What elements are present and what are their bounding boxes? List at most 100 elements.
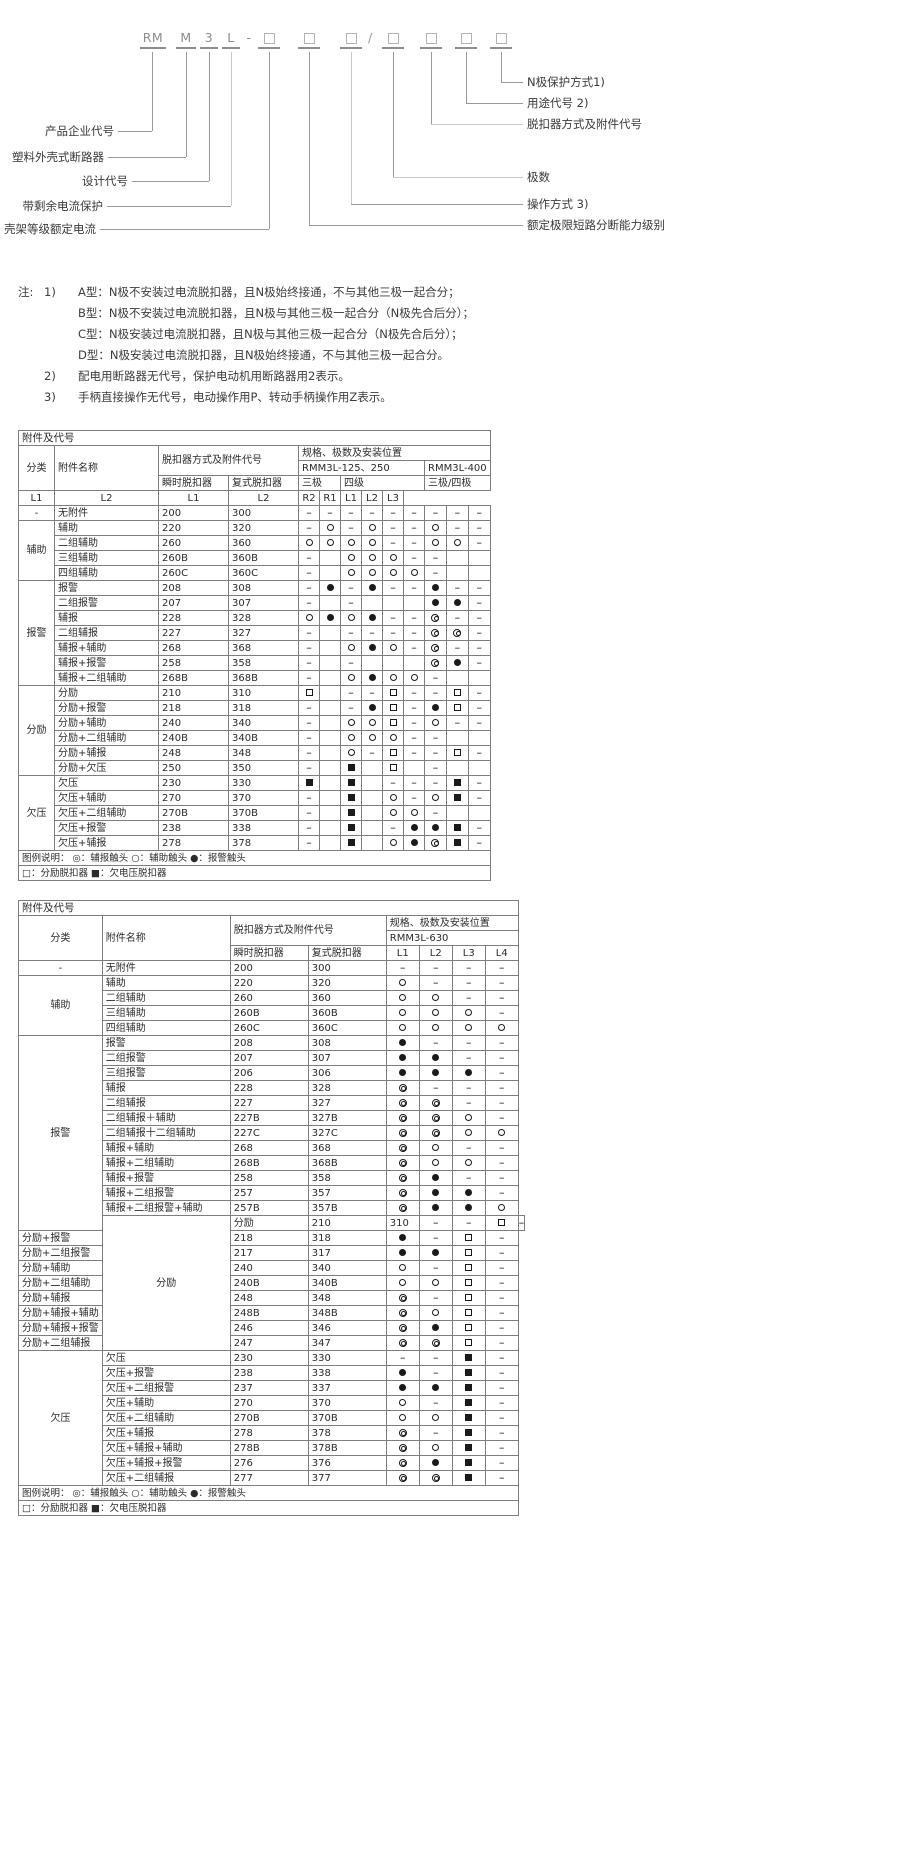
symbol-dash: – [466,961,472,974]
table-row: 四组辅助 260C 360C [19,1020,525,1036]
symbol-undervoltage-release [347,764,355,771]
cell-position-1 [319,745,341,761]
cell-position-2 [451,1455,486,1471]
cell-code-instant: 240B [229,1275,309,1291]
symbol-dash: – [306,641,312,654]
cell-code-instant: 218 [158,700,229,716]
cell-position-3: – [484,1290,519,1306]
cell-position-1 [418,1050,453,1066]
cell-position-2 [451,1110,486,1126]
symbol-dash: – [466,976,472,989]
symbol-aux-alarm-contact [398,1188,407,1197]
cell-position-4: – [382,580,404,596]
cell-code-instant: 237 [229,1380,309,1396]
cell-code-instant: 260C [158,565,229,581]
symbol-dash: – [306,791,312,804]
symbol-dash: – [433,1351,439,1364]
cell-position-5 [403,565,425,581]
code-segment-rm: RM [140,30,166,49]
cell-position-0: – [298,835,320,851]
symbol-auxiliary-contact [465,1009,473,1016]
cell-position-8: – [467,595,491,611]
cell-category: 欠压 [18,775,55,851]
symbol-undervoltage-release [453,779,461,786]
symbol-alarm-contact [399,1249,407,1256]
cell-position-2 [340,805,362,821]
symbol-dash: – [433,1426,439,1439]
cell-position-5: – [403,550,425,566]
symbol-shunt-release [465,1234,473,1241]
symbol-dash: – [432,731,439,744]
cell-accessory-name: 欠压+辅助 [54,790,159,806]
symbol-alarm-contact [465,1189,473,1196]
cell-position-7: – [445,580,469,596]
cell-position-0: – [298,520,320,536]
cell-position-2 [340,790,362,806]
table-row: 欠压+辅报+报警 276 376 – [19,1455,525,1471]
symbol-dash: – [411,686,417,699]
cell-code-compound: 360C [307,1020,387,1036]
cell-position-0 [385,1185,420,1201]
cell-position-3 [361,520,383,536]
symbol-dash: – [499,1066,505,1079]
symbol-undervoltage-release [347,839,355,846]
cell-position-0: – [298,745,320,761]
symbol-shunt-release [389,689,397,696]
cell-code-instant: 270 [158,790,229,806]
cell-code-compound: 358 [228,655,299,671]
cell-code-compound: 310 [385,1215,420,1231]
header-position-3: L2 [228,490,299,506]
cell-position-3: – [484,1155,519,1171]
symbol-aux-alarm-contact [453,628,462,637]
cell-code-compound: 310 [228,685,299,701]
cell-position-4 [382,715,404,731]
cell-position-7: – [445,505,469,521]
cell-accessory-name: 辅报 [54,610,159,626]
header-spec-group: 规格、极数及安装位置 [298,445,491,461]
symbol-aux-alarm-contact [398,1203,407,1212]
symbol-aux-alarm-contact [398,1323,407,1332]
symbol-dash: – [499,1291,505,1304]
cell-position-8: – [467,685,491,701]
cell-category: - [18,505,55,521]
note-item: 3) 手柄直接操作无代号，电动操作用P、转动手柄操作用Z表示。 [18,387,718,408]
cell-position-0 [385,1200,420,1216]
cell-code-compound: 348B [307,1305,387,1321]
cell-position-8: – [467,580,491,596]
note-text: C型：N极安装过电流脱扣器，且N极与其他三极一起合分（N极先合后分）； [78,327,463,341]
cell-position-0 [385,1455,420,1471]
cell-position-2 [451,1410,486,1426]
symbol-auxiliary-contact [326,539,334,546]
cell-code-compound: 328 [228,610,299,626]
symbol-dash: – [411,641,417,654]
symbol-shunt-release [389,764,397,771]
symbol-aux-alarm-contact [431,1128,440,1137]
table-row: 分励+欠压 250 350– – [19,760,491,776]
cell-position-6 [424,535,447,551]
cell-position-3 [361,700,383,716]
cell-position-2 [340,670,362,686]
cell-position-4 [382,640,404,656]
symbol-dash: – [306,761,312,774]
cell-code-instant: 240 [229,1260,309,1276]
code-underline [258,47,280,49]
symbol-auxiliary-contact [347,569,355,576]
symbol-aux-alarm-contact [431,658,440,667]
symbol-dash: – [390,581,396,594]
symbol-dash: – [476,701,482,714]
symbol-dash: – [432,551,439,564]
cell-accessory-name: 四组辅助 [54,565,159,581]
header-code-instant: 瞬时脱扣器 [158,475,229,491]
cell-position-2: – [340,595,362,611]
symbol-alarm-contact [431,599,439,606]
cell-position-1 [418,1335,453,1351]
symbol-dash: – [433,1366,439,1379]
symbol-aux-alarm-contact [398,1293,407,1302]
cell-position-1 [418,1455,453,1471]
cell-position-0: – [298,820,320,836]
symbol-dash: – [411,521,417,534]
cell-position-1 [319,805,341,821]
cell-code-instant: 220 [158,520,229,536]
cell-position-2 [451,1245,486,1261]
leader-line [501,52,502,82]
